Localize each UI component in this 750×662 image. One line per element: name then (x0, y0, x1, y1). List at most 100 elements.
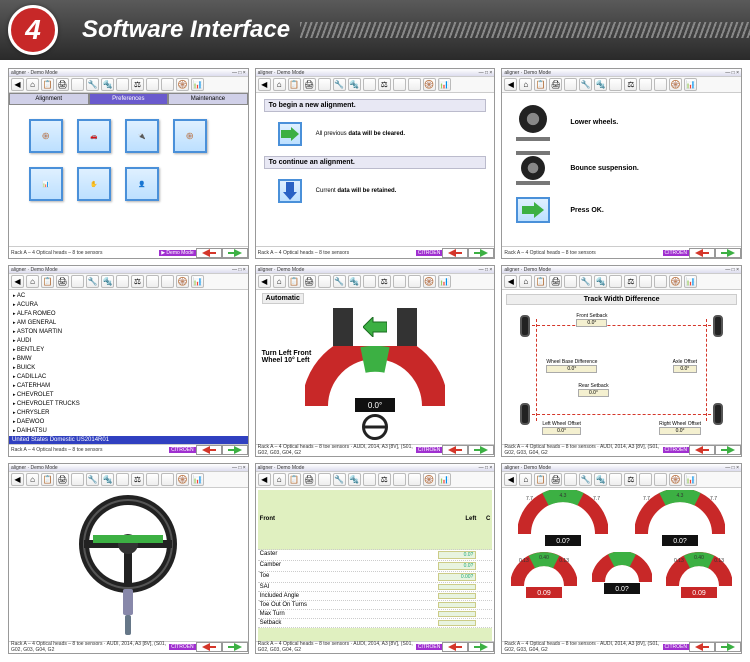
begin-arrow-icon[interactable] (278, 122, 302, 146)
toolbar-button[interactable]: ⌂ (26, 473, 39, 486)
toolbar-button[interactable] (363, 275, 376, 288)
brand-list[interactable]: ACACURAALFA ROMEOAM GENERALASTON MARTINA… (9, 290, 248, 443)
toolbar-button[interactable]: ◀ (504, 275, 517, 288)
toolbar-button[interactable]: ⚖ (624, 78, 637, 91)
brand-item[interactable]: CATERHAM (13, 382, 244, 391)
toolbar-button[interactable]: 📋 (534, 275, 547, 288)
toolbar-button[interactable]: ⌂ (519, 275, 532, 288)
toolbar-button[interactable]: 📊 (438, 473, 451, 486)
toolbar-button[interactable]: 📋 (534, 78, 547, 91)
toolbar-button[interactable]: 📋 (288, 78, 301, 91)
toolbar-button[interactable]: 🖨 (303, 78, 316, 91)
tab-maintenance[interactable]: Maintenance (168, 93, 248, 105)
toolbar-button[interactable]: 🖨 (56, 78, 69, 91)
brand-item[interactable]: AC (13, 292, 244, 301)
toolbar-button[interactable]: ⚖ (378, 473, 391, 486)
toolbar-button[interactable]: ⌂ (273, 78, 286, 91)
brand-item[interactable]: AUDI (13, 337, 244, 346)
toolbar-button[interactable]: 🖨 (549, 78, 562, 91)
toolbar-button[interactable] (393, 78, 406, 91)
next-button[interactable] (715, 642, 741, 652)
toolbar-button[interactable]: 🖨 (303, 275, 316, 288)
toolbar-button[interactable] (116, 275, 129, 288)
back-button[interactable] (442, 445, 468, 455)
toolbar-button[interactable] (408, 78, 421, 91)
back-button[interactable] (196, 642, 222, 652)
continue-arrow-icon[interactable] (278, 179, 302, 203)
toolbar-button[interactable]: 📊 (191, 473, 204, 486)
toolbar-button[interactable] (609, 78, 622, 91)
pref-icon[interactable]: ✋ (77, 167, 111, 201)
toolbar-button[interactable]: ⌂ (26, 78, 39, 91)
brand-item[interactable]: BMW (13, 355, 244, 364)
toolbar-button[interactable]: ⚖ (378, 78, 391, 91)
toolbar-button[interactable] (393, 275, 406, 288)
toolbar-button[interactable]: 🔧 (333, 78, 346, 91)
next-button[interactable] (222, 248, 248, 258)
toolbar-button[interactable]: ◀ (258, 78, 271, 91)
toolbar-button[interactable] (564, 275, 577, 288)
brand-item[interactable]: CHEVROLET TRUCKS (13, 400, 244, 409)
toolbar-button[interactable]: 🛞 (176, 78, 189, 91)
toolbar-button[interactable]: ⚖ (131, 473, 144, 486)
toolbar-button[interactable] (161, 473, 174, 486)
toolbar-button[interactable]: ⌂ (273, 473, 286, 486)
next-button[interactable] (715, 248, 741, 258)
pref-icon[interactable]: 🛞 (29, 119, 63, 153)
back-button[interactable] (689, 248, 715, 258)
brand-item[interactable]: DAEWOO (13, 418, 244, 427)
toolbar-button[interactable] (71, 78, 84, 91)
toolbar-button[interactable] (639, 473, 652, 486)
toolbar-button[interactable]: ⌂ (519, 78, 532, 91)
toolbar-button[interactable]: 📊 (684, 275, 697, 288)
back-button[interactable] (442, 642, 468, 652)
toolbar-button[interactable]: 🛞 (669, 78, 682, 91)
toolbar-button[interactable] (318, 78, 331, 91)
toolbar-button[interactable]: 🛞 (669, 275, 682, 288)
pref-icon[interactable]: 🛞 (173, 119, 207, 153)
toolbar-button[interactable]: ◀ (504, 78, 517, 91)
toolbar-button[interactable]: 🔧 (579, 78, 592, 91)
toolbar-button[interactable]: ◀ (258, 275, 271, 288)
toolbar-button[interactable] (639, 78, 652, 91)
toolbar-button[interactable] (363, 473, 376, 486)
toolbar-button[interactable]: 🛞 (423, 78, 436, 91)
toolbar-button[interactable]: ⌂ (273, 275, 286, 288)
toolbar-button[interactable]: 🖨 (56, 275, 69, 288)
brand-item[interactable]: ASTON MARTIN (13, 328, 244, 337)
toolbar-button[interactable] (71, 473, 84, 486)
toolbar-button[interactable]: 📋 (534, 473, 547, 486)
toolbar-button[interactable]: 🔧 (86, 275, 99, 288)
toolbar-button[interactable]: 🛞 (423, 275, 436, 288)
toolbar-button[interactable] (318, 473, 331, 486)
toolbar-button[interactable]: 🔩 (594, 78, 607, 91)
tab-alignment[interactable]: Alignment (9, 93, 89, 105)
toolbar-button[interactable]: 🔧 (333, 473, 346, 486)
toolbar-button[interactable]: ◀ (258, 473, 271, 486)
toolbar-button[interactable]: 🛞 (176, 473, 189, 486)
toolbar-button[interactable]: 🔩 (348, 473, 361, 486)
toolbar-button[interactable] (408, 473, 421, 486)
next-button[interactable] (222, 445, 248, 455)
toolbar-button[interactable]: 📊 (438, 78, 451, 91)
toolbar-button[interactable]: 🔧 (333, 275, 346, 288)
toolbar-button[interactable] (146, 275, 159, 288)
toolbar-button[interactable]: 🔧 (86, 78, 99, 91)
pref-icon[interactable]: 🔌 (125, 119, 159, 153)
toolbar-button[interactable]: 📊 (684, 78, 697, 91)
toolbar-button[interactable]: 📊 (684, 473, 697, 486)
toolbar-button[interactable]: 🔩 (101, 78, 114, 91)
back-button[interactable] (196, 248, 222, 258)
toolbar-button[interactable]: ◀ (11, 473, 24, 486)
toolbar-button[interactable] (654, 78, 667, 91)
brand-item[interactable]: ACURA (13, 301, 244, 310)
toolbar-button[interactable]: 🔩 (348, 78, 361, 91)
next-button[interactable] (468, 445, 494, 455)
toolbar-button[interactable]: 🖨 (303, 473, 316, 486)
toolbar-button[interactable] (654, 275, 667, 288)
toolbar-button[interactable]: 🔩 (101, 275, 114, 288)
toolbar-button[interactable] (116, 78, 129, 91)
back-button[interactable] (196, 445, 222, 455)
toolbar-button[interactable] (161, 78, 174, 91)
toolbar-button[interactable] (609, 275, 622, 288)
